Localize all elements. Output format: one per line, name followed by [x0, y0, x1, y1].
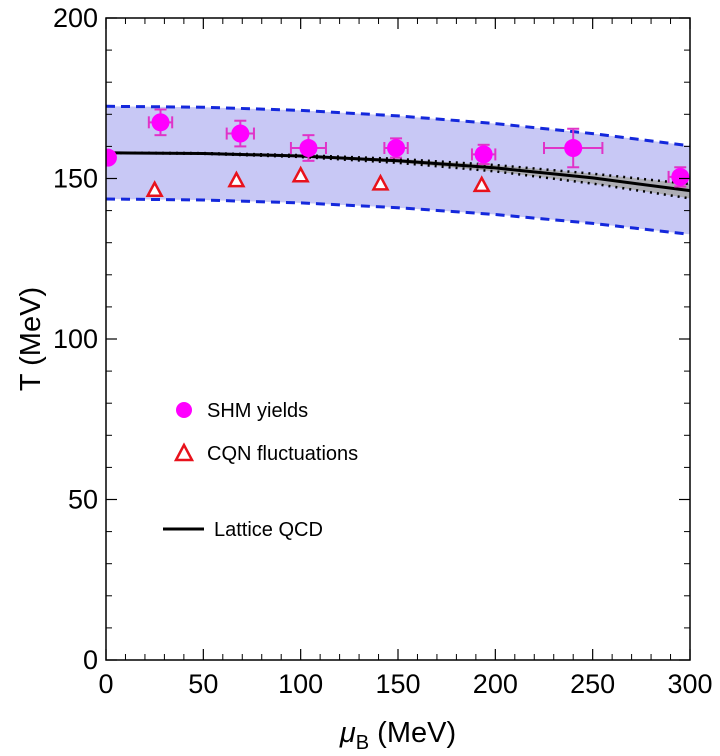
legend-lattice-label: Lattice QCD [214, 519, 323, 541]
shm-yields-marker [231, 124, 250, 143]
shm-yields-point [289, 134, 327, 162]
x-tick-label: 150 [375, 669, 420, 699]
legend-cqn-label: CQN fluctuations [207, 443, 358, 465]
cqn-fluctuations-point [227, 170, 246, 188]
legend-shm-label: SHM yields [207, 400, 308, 422]
x-tick-labels: 0 50 100 150 200 250 300 [98, 669, 712, 699]
shm-yields-marker [151, 113, 170, 132]
cqn-fluctuations-series [145, 165, 491, 197]
legend: SHM yields CQN fluctuations Lattice QCD [163, 400, 358, 541]
shm-yields-point [543, 127, 604, 169]
cqn-fluctuations-point [291, 165, 310, 183]
cqn-fluctuations-point [145, 180, 164, 197]
cqn-fluctuations-point [472, 175, 491, 193]
band-lower-edge [106, 197, 690, 236]
y-axis-title: T (MeV) [15, 287, 47, 391]
legend-shm-marker [176, 402, 192, 418]
shm-yields-marker [106, 148, 117, 167]
x-tick-label: 250 [570, 669, 615, 699]
x-tick-label: 0 [98, 669, 113, 699]
y-tick-label: 150 [53, 164, 98, 194]
shm-yields-series [106, 108, 690, 188]
x-tick-label: 300 [667, 669, 712, 699]
y-tick-label: 0 [83, 645, 98, 675]
axis-ticks [105, 17, 691, 661]
shm-yields-point [470, 143, 497, 166]
y-tick-label: 50 [68, 485, 98, 515]
shm-yields-point [147, 108, 174, 137]
cqn-fluctuations-point [371, 173, 390, 191]
shm-yields-marker [387, 139, 406, 158]
y-tick-labels: 0 50 100 150 200 [53, 3, 98, 675]
x-tick-label: 50 [188, 669, 218, 699]
confidence-band [106, 106, 690, 235]
shm-yields-marker [474, 145, 493, 164]
x-tick-label: 100 [278, 669, 323, 699]
shm-yields-point [225, 119, 255, 148]
shm-yields-point [383, 137, 409, 159]
y-tick-label: 100 [53, 324, 98, 354]
band-upper-edge [106, 104, 690, 148]
shm-yields-point [667, 166, 690, 188]
x-tick-label: 200 [473, 669, 518, 699]
legend-cqn-marker [173, 442, 195, 462]
y-tick-label: 200 [53, 3, 98, 33]
shm-yields-marker [671, 167, 690, 186]
lattice-qcd-curve [106, 151, 690, 193]
x-axis-title: μB (MeV) [339, 717, 456, 754]
shm-yields-point [106, 148, 117, 167]
shm-yields-marker [299, 139, 318, 158]
shm-yields-marker [564, 139, 583, 158]
